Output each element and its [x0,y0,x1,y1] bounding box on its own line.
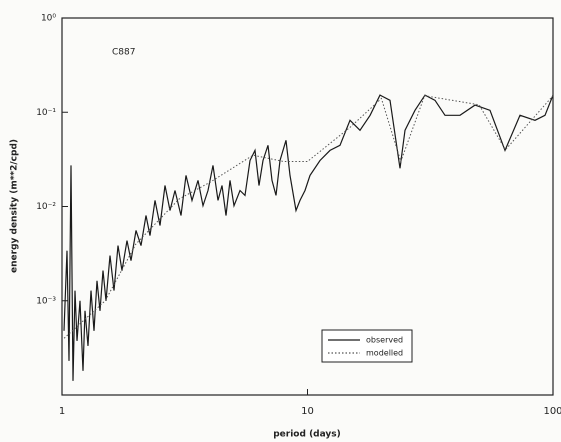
legend-label: observed [366,336,403,345]
annotation: C887 [112,48,135,58]
x-axis-label: period (days) [273,430,341,440]
legend-box [321,329,413,363]
y-tick-label: 10⁻¹ [36,108,56,118]
y-tick-label: 10⁰ [41,14,56,24]
plot-frame [61,17,554,396]
y-tick-label: 10⁻² [36,202,56,212]
series-line [63,94,554,381]
legend-label: modelled [366,349,403,358]
x-tick-label: 1 [59,406,65,417]
x-tick-label: 10 [301,406,314,417]
x-tick-label: 100 [543,406,561,417]
y-tick-label: 10⁻³ [36,296,56,306]
series-line [63,95,554,339]
y-axis-label: energy density (m**2/cpd) [10,139,20,273]
